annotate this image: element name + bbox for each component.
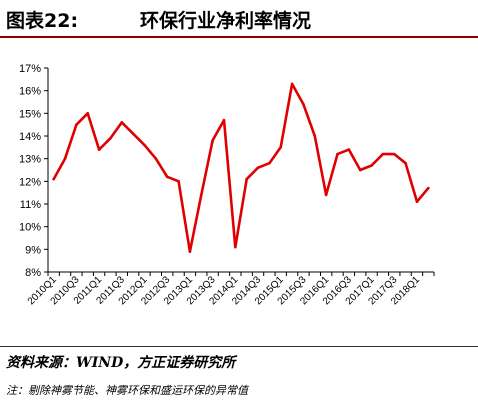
y-tick-label: 16% [19,86,41,98]
data-point [211,139,214,142]
data-point [347,148,351,151]
x-axis: 2010Q12010Q32011Q12011Q32012Q12012Q32013… [26,271,435,307]
figure-title: 环保行业净利率情况 [140,10,312,32]
data-point [392,152,396,156]
data-point [427,186,430,190]
data-point [290,82,294,86]
data-point [234,245,237,249]
data-point [415,200,419,204]
data-point [256,166,260,170]
data-point [154,157,158,160]
figure-header: 图表22: 环保行业净利率情况 [0,0,478,36]
footer-divider [0,346,478,347]
y-tick-label: 8% [25,267,41,279]
data-point [52,177,55,181]
data-point [188,250,192,253]
data-point [97,148,101,151]
data-point [120,121,124,124]
data-point [86,112,90,115]
y-axis: 8% 9% 10% 11% 12% 13% 14% 15% 16% 17% [19,63,49,279]
data-point [302,102,305,106]
data-point [324,193,328,197]
data-point [109,136,112,140]
data-point [222,118,226,122]
data-point [336,152,339,156]
data-point [370,164,373,167]
data-point [165,175,169,179]
figure-number: 图表22: [6,10,79,32]
data-point [381,152,385,156]
data-point [63,157,67,160]
y-tick-label: 17% [19,63,41,75]
data-point [177,180,180,183]
y-tick-label: 13% [19,154,41,166]
data-point [313,134,317,138]
series-layer [52,82,430,253]
y-tick-label: 9% [25,244,41,256]
data-source: 资料来源：WIND，方正证券研究所 [6,355,236,371]
data-point [199,193,203,197]
data-point [404,161,407,165]
y-tick-label: 10% [19,222,41,234]
net-margin-series-line [52,82,430,253]
data-point [131,132,135,136]
y-tick-label: 14% [19,131,41,143]
header-divider [0,36,478,38]
net-margin-line-chart: 8% 9% 10% 11% 12% 13% 14% 15% 16% 17% 2010Q12010Q… [19,63,435,307]
data-point [245,177,248,181]
y-tick-label: 12% [19,176,41,188]
y-tick-label: 15% [19,108,41,120]
y-tick-label: 11% [20,199,41,211]
data-point [358,168,362,172]
data-point [75,123,78,126]
data-point [143,143,146,147]
footnote: 注：剔除神雾节能、神雾环保和盛运环保的异常值 [6,384,248,397]
data-point [268,161,271,165]
data-point [279,146,283,149]
